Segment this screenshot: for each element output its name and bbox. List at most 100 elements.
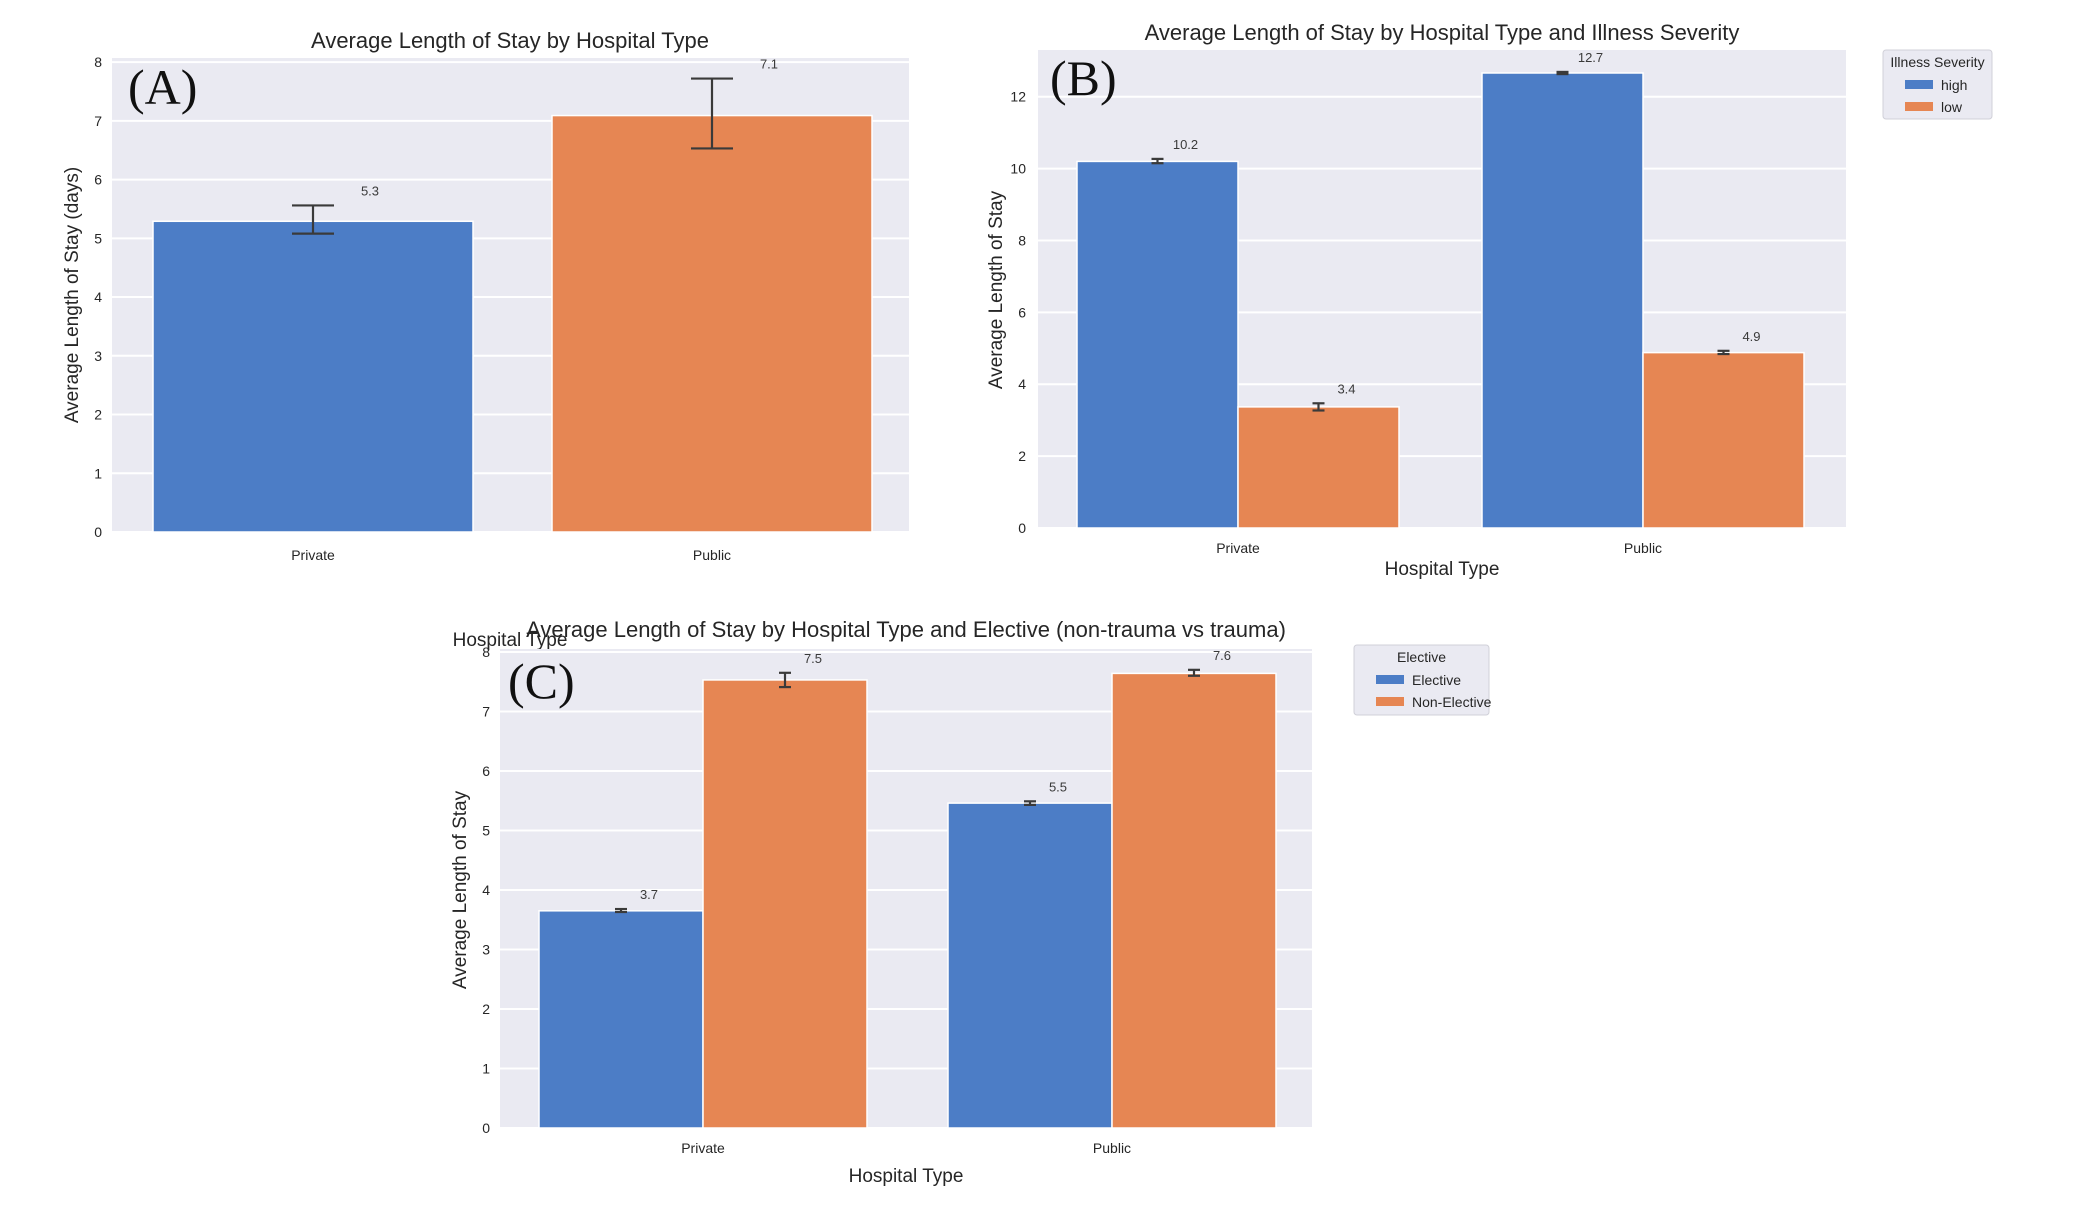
error-bar — [615, 907, 627, 914]
panel-b-title: Average Length of Stay by Hospital Type … — [1145, 20, 1740, 45]
panel-b-x-axis-label: Hospital Type — [1385, 559, 1500, 580]
panel-a-x-ticks: Private Public — [291, 547, 731, 563]
panel-c-error-bars — [615, 668, 1200, 914]
panel-c-bar-labels: 3.7 5.5 7.5 7.6 — [640, 648, 1231, 902]
y-tick-label: 5 — [94, 230, 102, 246]
panel-c: 3.7 5.5 7.5 7.6 0 1 2 3 4 5 6 7 8 Private Public Ave… — [450, 617, 1492, 1187]
panel-c-legend-label-elective: Elective — [1412, 672, 1461, 688]
panel-a-title: Average Length of Stay by Hospital Type — [311, 28, 709, 53]
y-tick-label: 8 — [1018, 232, 1026, 248]
y-tick-label: 4 — [482, 882, 490, 898]
y-tick-label: 8 — [482, 644, 490, 660]
bar-value-label: 4.9 — [1742, 329, 1760, 344]
bar — [1481, 72, 1644, 529]
panel-a-y-ticks: 0 1 2 3 4 5 6 7 8 — [94, 54, 102, 540]
panel-c-x-ticks: Private Public — [681, 1140, 1131, 1156]
bar-value-label: 3.7 — [640, 887, 658, 902]
bar-value-label: 3.4 — [1337, 381, 1355, 396]
panel-b-legend: Illness Severity high low — [1882, 49, 1993, 120]
panel-b-legend-swatch-high — [1905, 80, 1933, 89]
panel-c-legend: Elective Elective Non-Elective — [1353, 644, 1492, 716]
y-tick-label: 7 — [94, 113, 102, 129]
panel-c-title: Average Length of Stay by Hospital Type … — [526, 617, 1286, 642]
error-bar — [1312, 402, 1325, 412]
bar-value-label: 5.3 — [361, 183, 379, 198]
y-tick-label: 3 — [94, 348, 102, 364]
panel-c-legend-label-non-elective: Non-Elective — [1412, 694, 1492, 710]
panel-b-y-ticks: 0 2 4 6 8 10 12 — [1010, 89, 1026, 536]
y-tick-label: 12 — [1010, 89, 1026, 105]
bar — [1237, 406, 1400, 529]
panel-a-tag: (A) — [128, 59, 197, 115]
panel-c-legend-swatch-elective — [1376, 675, 1404, 684]
panel-a-y-axis-label: Average Length of Stay (days) — [62, 167, 83, 423]
y-tick-label: 8 — [94, 54, 102, 70]
bar — [1111, 672, 1277, 1129]
bar-value-label: 7.6 — [1213, 648, 1231, 663]
y-tick-label: 10 — [1010, 161, 1026, 177]
x-tick-label: Private — [291, 547, 335, 563]
panel-c-legend-swatch-non-elective — [1376, 697, 1404, 706]
y-tick-label: 2 — [94, 407, 102, 423]
y-tick-label: 2 — [1018, 448, 1026, 464]
bar — [152, 220, 474, 533]
panel-b-tag: (B) — [1050, 50, 1117, 106]
panel-c-bars — [538, 672, 1277, 1129]
panel-b-legend-label-low: low — [1941, 99, 1963, 115]
bar-value-label: 10.2 — [1173, 137, 1198, 152]
panel-b-legend-label-high: high — [1941, 77, 1967, 93]
error-bar — [1024, 800, 1036, 806]
panel-c-x-axis-label: Hospital Type — [849, 1166, 964, 1187]
x-tick-label: Public — [693, 547, 731, 563]
y-tick-label: 5 — [482, 822, 490, 838]
panel-b-legend-title: Illness Severity — [1890, 54, 1984, 70]
panel-c-legend-title: Elective — [1397, 649, 1446, 665]
x-tick-label: Private — [681, 1140, 725, 1156]
error-bar — [691, 77, 733, 150]
error-bar — [1188, 668, 1200, 677]
bar — [1642, 351, 1805, 529]
y-tick-label: 6 — [94, 172, 102, 188]
panel-b-bars — [1076, 72, 1805, 529]
error-bar — [1151, 157, 1164, 165]
y-tick-label: 6 — [1018, 304, 1026, 320]
bar-value-label: 5.5 — [1049, 779, 1067, 794]
error-bar — [1556, 70, 1569, 76]
panel-a-bars — [152, 114, 873, 533]
bar — [1076, 160, 1239, 529]
x-tick-label: Public — [1093, 1140, 1131, 1156]
y-tick-label: 0 — [94, 524, 102, 540]
error-bar — [779, 671, 791, 689]
panel-a: 5.3 7.1 0 1 2 3 4 5 6 7 8 Private Public Average L… — [62, 28, 909, 651]
panel-c-tag: (C) — [508, 653, 575, 709]
bar-value-label: 7.1 — [760, 57, 778, 72]
y-tick-label: 0 — [482, 1120, 490, 1136]
panel-b-bar-labels: 10.2 12.7 3.4 4.9 — [1173, 50, 1761, 396]
y-tick-label: 7 — [482, 703, 490, 719]
y-tick-label: 6 — [482, 763, 490, 779]
x-tick-label: Private — [1216, 540, 1260, 556]
panel-b-legend-swatch-low — [1905, 102, 1933, 111]
y-tick-label: 4 — [1018, 376, 1026, 392]
bar-value-label: 12.7 — [1578, 50, 1603, 65]
y-tick-label: 1 — [482, 1060, 490, 1076]
y-tick-label: 1 — [94, 465, 102, 481]
x-tick-label: Public — [1624, 540, 1662, 556]
panel-a-x-axis-label: Hospital Type — [453, 630, 568, 651]
panel-a-bar-labels: 5.3 7.1 — [361, 57, 778, 199]
bar — [538, 910, 704, 1129]
panel-b-legend-box — [1882, 49, 1993, 120]
panel-c-y-ticks: 0 1 2 3 4 5 6 7 8 — [482, 644, 490, 1136]
error-bar — [1717, 349, 1730, 356]
panel-a-error-bars — [292, 77, 733, 235]
panel-b: 10.2 12.7 3.4 4.9 0 2 4 6 8 10 12 Private Public A… — [986, 20, 1993, 580]
panel-c-y-axis-label: Average Length of Stay — [450, 790, 471, 989]
bar — [947, 802, 1113, 1129]
bar — [551, 114, 873, 533]
y-tick-label: 2 — [482, 1001, 490, 1017]
y-tick-label: 0 — [1018, 520, 1026, 536]
bar-value-label: 7.5 — [804, 651, 822, 666]
y-tick-label: 4 — [94, 289, 102, 305]
panel-b-x-ticks: Private Public — [1216, 540, 1662, 556]
